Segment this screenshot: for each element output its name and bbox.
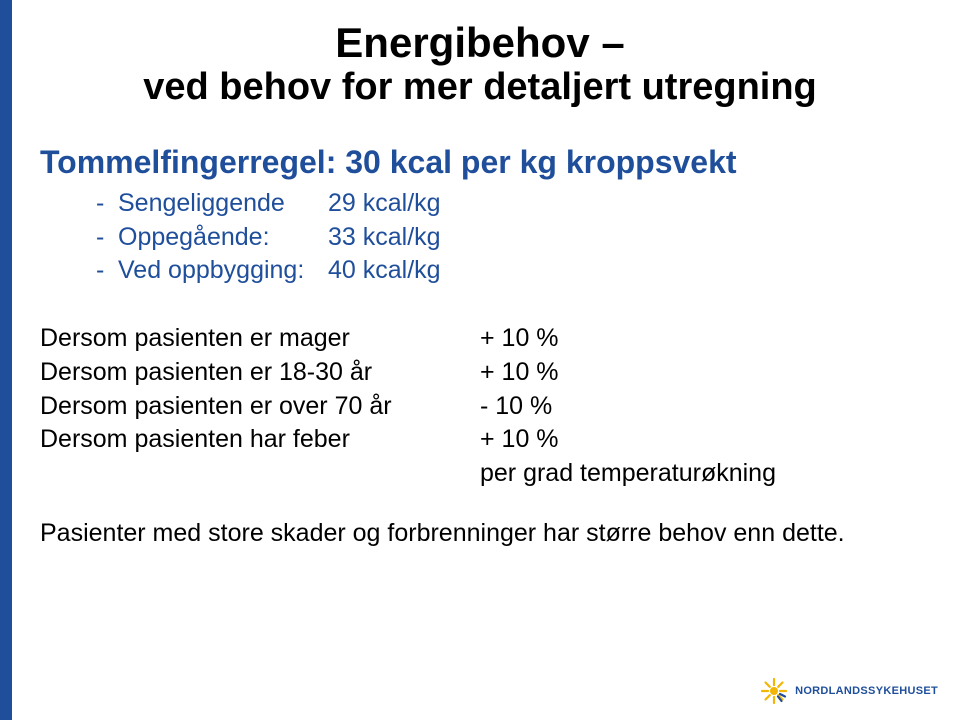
condition-row: Dersom pasienten har feber + 10 %	[40, 423, 920, 457]
accent-bar	[0, 0, 12, 720]
rule-dash: -	[96, 187, 118, 221]
condition-label: Dersom pasienten er mager	[40, 322, 480, 356]
title-block: Energibehov – ved behov for mer detaljer…	[40, 20, 920, 110]
slide-content: Energibehov – ved behov for mer detaljer…	[40, 20, 920, 548]
rule-value: 29 kcal/kg	[328, 187, 441, 221]
rule-item: - Ved oppbygging: 40 kcal/kg	[96, 254, 920, 288]
rule-value: 40 kcal/kg	[328, 254, 441, 288]
rule-dash: -	[96, 254, 118, 288]
rule-value: 33 kcal/kg	[328, 221, 441, 255]
condition-extra: per grad temperaturøkning	[480, 457, 920, 491]
footer-note: Pasienter med store skader og forbrennin…	[40, 519, 920, 548]
rule-heading: Tommelfingerregel: 30 kcal per kg kropps…	[40, 144, 920, 181]
condition-label: Dersom pasienten er 18-30 år	[40, 356, 480, 390]
rule-label: Ved oppbygging:	[118, 254, 328, 288]
condition-row: Dersom pasienten er over 70 år - 10 %	[40, 390, 920, 424]
condition-value: + 10 %	[480, 322, 559, 356]
condition-row: Dersom pasienten er 18-30 år + 10 %	[40, 356, 920, 390]
condition-value: - 10 %	[480, 390, 552, 424]
logo-text: NORDLANDSSYKEHUSET	[795, 685, 938, 697]
logo: NORDLANDSSYKEHUSET	[759, 676, 938, 706]
title-sub: ved behov for mer detaljert utregning	[40, 66, 920, 110]
conditions-block: Dersom pasienten er mager + 10 % Dersom …	[40, 322, 920, 491]
sun-icon	[759, 676, 789, 706]
condition-label: Dersom pasienten er over 70 år	[40, 390, 480, 424]
condition-value: + 10 %	[480, 423, 559, 457]
rule-list: - Sengeliggende 29 kcal/kg - Oppegående:…	[96, 187, 920, 288]
title-main: Energibehov –	[40, 20, 920, 66]
condition-row: Dersom pasienten er mager + 10 %	[40, 322, 920, 356]
rule-item: - Oppegående: 33 kcal/kg	[96, 221, 920, 255]
rule-label: Sengeliggende	[118, 187, 328, 221]
rule-item: - Sengeliggende 29 kcal/kg	[96, 187, 920, 221]
condition-label: Dersom pasienten har feber	[40, 423, 480, 457]
condition-value: + 10 %	[480, 356, 559, 390]
rule-dash: -	[96, 221, 118, 255]
rule-label: Oppegående:	[118, 221, 328, 255]
